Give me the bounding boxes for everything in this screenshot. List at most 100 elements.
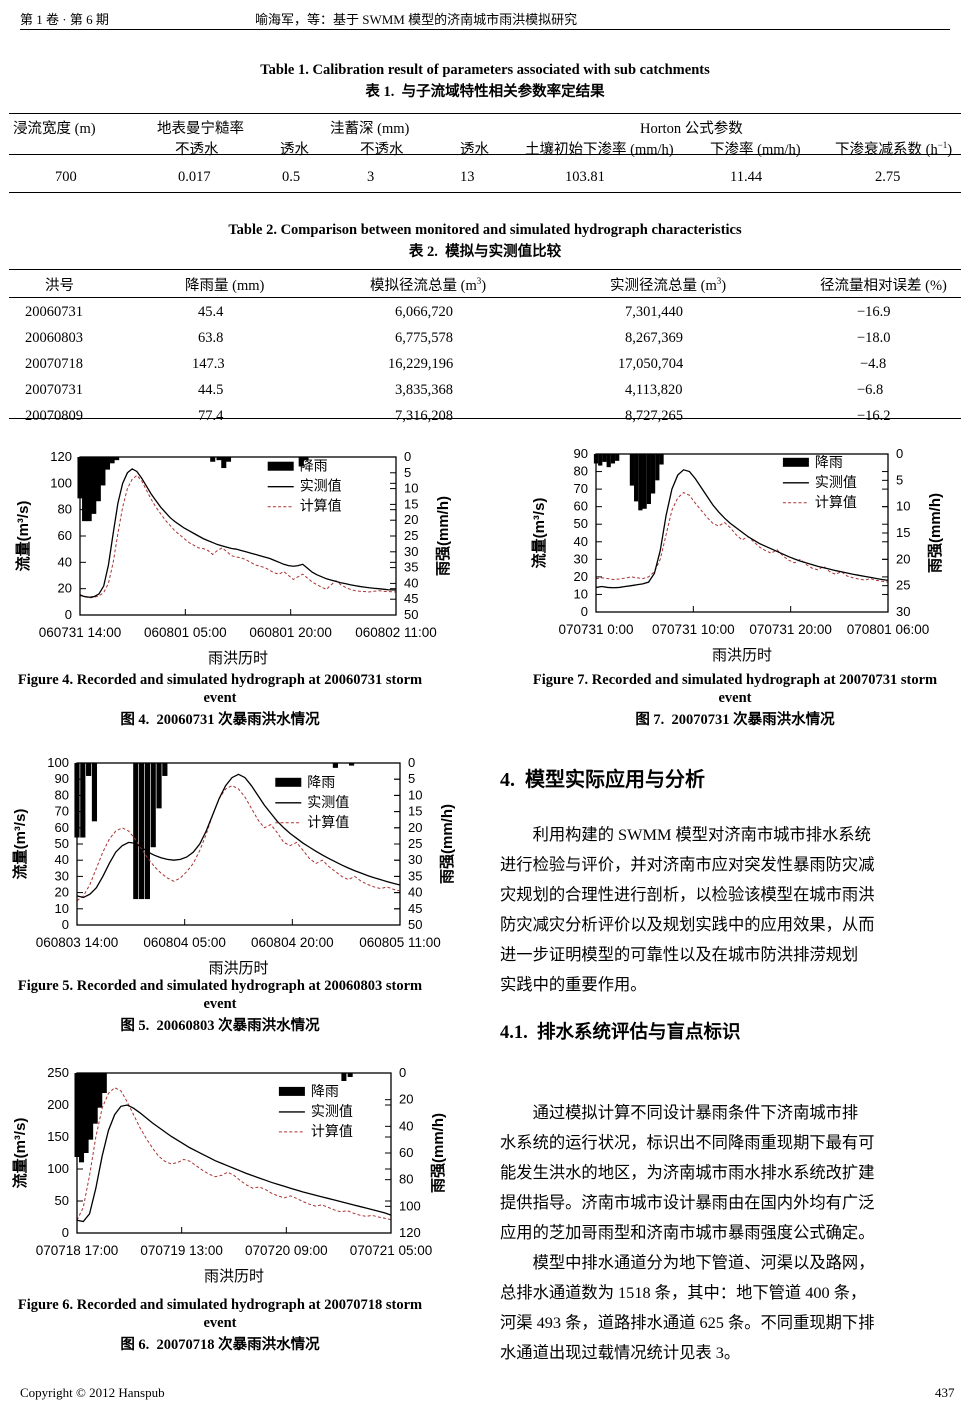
svg-text:实测值: 实测值 <box>307 794 349 810</box>
svg-text:100: 100 <box>399 1198 421 1213</box>
svg-text:雨强(mm/h): 雨强(mm/h) <box>430 1113 447 1193</box>
svg-text:25: 25 <box>408 836 422 851</box>
svg-text:雨强(mm/h): 雨强(mm/h) <box>435 496 452 576</box>
svg-text:计算值: 计算值 <box>307 814 349 830</box>
svg-text:实测值: 实测值 <box>815 474 857 490</box>
svg-text:0: 0 <box>399 1065 406 1080</box>
svg-text:计算值: 计算值 <box>815 494 857 510</box>
svg-text:10: 10 <box>574 586 588 601</box>
svg-text:雨强(mm/h): 雨强(mm/h) <box>927 493 944 573</box>
svg-text:0: 0 <box>581 604 588 619</box>
svg-text:100: 100 <box>47 1161 69 1176</box>
svg-text:120: 120 <box>399 1225 421 1240</box>
svg-text:45: 45 <box>408 901 422 916</box>
svg-text:50: 50 <box>55 1193 69 1208</box>
svg-text:250: 250 <box>47 1065 69 1080</box>
svg-text:30: 30 <box>404 544 418 559</box>
svg-text:070731 10:00: 070731 10:00 <box>652 622 735 637</box>
svg-text:计算值: 计算值 <box>311 1123 353 1139</box>
svg-text:10: 10 <box>896 499 910 514</box>
svg-text:40: 40 <box>58 554 72 569</box>
svg-text:降雨: 降雨 <box>300 458 328 474</box>
svg-text:070719 13:00: 070719 13:00 <box>140 1243 223 1258</box>
svg-text:降雨: 降雨 <box>307 774 335 790</box>
svg-text:60: 60 <box>399 1145 413 1160</box>
svg-text:060804 05:00: 060804 05:00 <box>143 935 226 950</box>
svg-text:0: 0 <box>404 449 411 464</box>
svg-text:120: 120 <box>50 449 72 464</box>
svg-text:70: 70 <box>574 481 588 496</box>
svg-text:雨强(mm/h): 雨强(mm/h) <box>439 804 456 884</box>
svg-text:060805 11:00: 060805 11:00 <box>359 935 441 950</box>
svg-text:070721 05:00: 070721 05:00 <box>350 1243 433 1258</box>
svg-text:50: 50 <box>574 516 588 531</box>
svg-text:20: 20 <box>55 885 69 900</box>
svg-text:070720 09:00: 070720 09:00 <box>245 1243 328 1258</box>
svg-text:15: 15 <box>404 496 418 511</box>
svg-text:流量(m³/s): 流量(m³/s) <box>530 498 548 569</box>
svg-text:0: 0 <box>408 755 415 770</box>
svg-text:25: 25 <box>404 528 418 543</box>
svg-text:060802 11:00: 060802 11:00 <box>355 625 437 640</box>
svg-text:80: 80 <box>574 464 588 479</box>
svg-text:50: 50 <box>404 607 418 622</box>
svg-text:060731 14:00: 060731 14:00 <box>39 625 122 640</box>
svg-text:20: 20 <box>408 820 422 835</box>
svg-text:80: 80 <box>58 502 72 517</box>
svg-text:60: 60 <box>58 528 72 543</box>
svg-text:5: 5 <box>408 771 415 786</box>
svg-text:35: 35 <box>404 560 418 575</box>
svg-text:实测值: 实测值 <box>311 1103 353 1119</box>
svg-text:30: 30 <box>896 604 910 619</box>
svg-text:150: 150 <box>47 1129 69 1144</box>
svg-text:0: 0 <box>62 1225 69 1240</box>
svg-text:50: 50 <box>408 917 422 932</box>
svg-text:10: 10 <box>408 787 422 802</box>
svg-text:15: 15 <box>408 804 422 819</box>
svg-text:80: 80 <box>399 1172 413 1187</box>
svg-text:20: 20 <box>574 569 588 584</box>
svg-text:0: 0 <box>896 446 903 461</box>
svg-text:20: 20 <box>399 1092 413 1107</box>
svg-text:20: 20 <box>58 581 72 596</box>
svg-text:30: 30 <box>574 551 588 566</box>
svg-text:5: 5 <box>896 472 903 487</box>
svg-text:流量(m³/s): 流量(m³/s) <box>11 809 29 880</box>
svg-text:40: 40 <box>55 852 69 867</box>
svg-text:0: 0 <box>65 607 72 622</box>
svg-text:060801 20:00: 060801 20:00 <box>249 625 332 640</box>
svg-text:90: 90 <box>55 771 69 786</box>
svg-text:070731 20:00: 070731 20:00 <box>749 622 832 637</box>
svg-text:5: 5 <box>404 465 411 480</box>
svg-text:060801 05:00: 060801 05:00 <box>144 625 227 640</box>
svg-text:0: 0 <box>62 917 69 932</box>
svg-text:10: 10 <box>404 481 418 496</box>
svg-text:40: 40 <box>574 534 588 549</box>
svg-text:70: 70 <box>55 804 69 819</box>
svg-text:100: 100 <box>50 475 72 490</box>
svg-text:35: 35 <box>408 868 422 883</box>
svg-text:60: 60 <box>55 820 69 835</box>
svg-text:30: 30 <box>55 868 69 883</box>
svg-text:070801 06:00: 070801 06:00 <box>847 622 930 637</box>
svg-text:雨洪历时: 雨洪历时 <box>208 650 268 667</box>
svg-text:降雨: 降雨 <box>815 454 843 470</box>
svg-text:15: 15 <box>896 525 910 540</box>
svg-text:流量(m³/s): 流量(m³/s) <box>14 501 32 572</box>
svg-text:060803 14:00: 060803 14:00 <box>36 935 119 950</box>
svg-text:25: 25 <box>896 578 910 593</box>
svg-text:60: 60 <box>574 499 588 514</box>
svg-text:100: 100 <box>47 755 69 770</box>
svg-text:10: 10 <box>55 901 69 916</box>
svg-text:雨洪历时: 雨洪历时 <box>712 647 772 664</box>
svg-text:40: 40 <box>399 1118 413 1133</box>
svg-text:40: 40 <box>408 885 422 900</box>
svg-text:200: 200 <box>47 1097 69 1112</box>
svg-text:40: 40 <box>404 575 418 590</box>
svg-text:20: 20 <box>404 512 418 527</box>
svg-text:070718 17:00: 070718 17:00 <box>36 1243 119 1258</box>
svg-text:20: 20 <box>896 551 910 566</box>
svg-text:80: 80 <box>55 787 69 802</box>
svg-text:雨洪历时: 雨洪历时 <box>208 960 268 977</box>
svg-text:计算值: 计算值 <box>300 498 342 514</box>
